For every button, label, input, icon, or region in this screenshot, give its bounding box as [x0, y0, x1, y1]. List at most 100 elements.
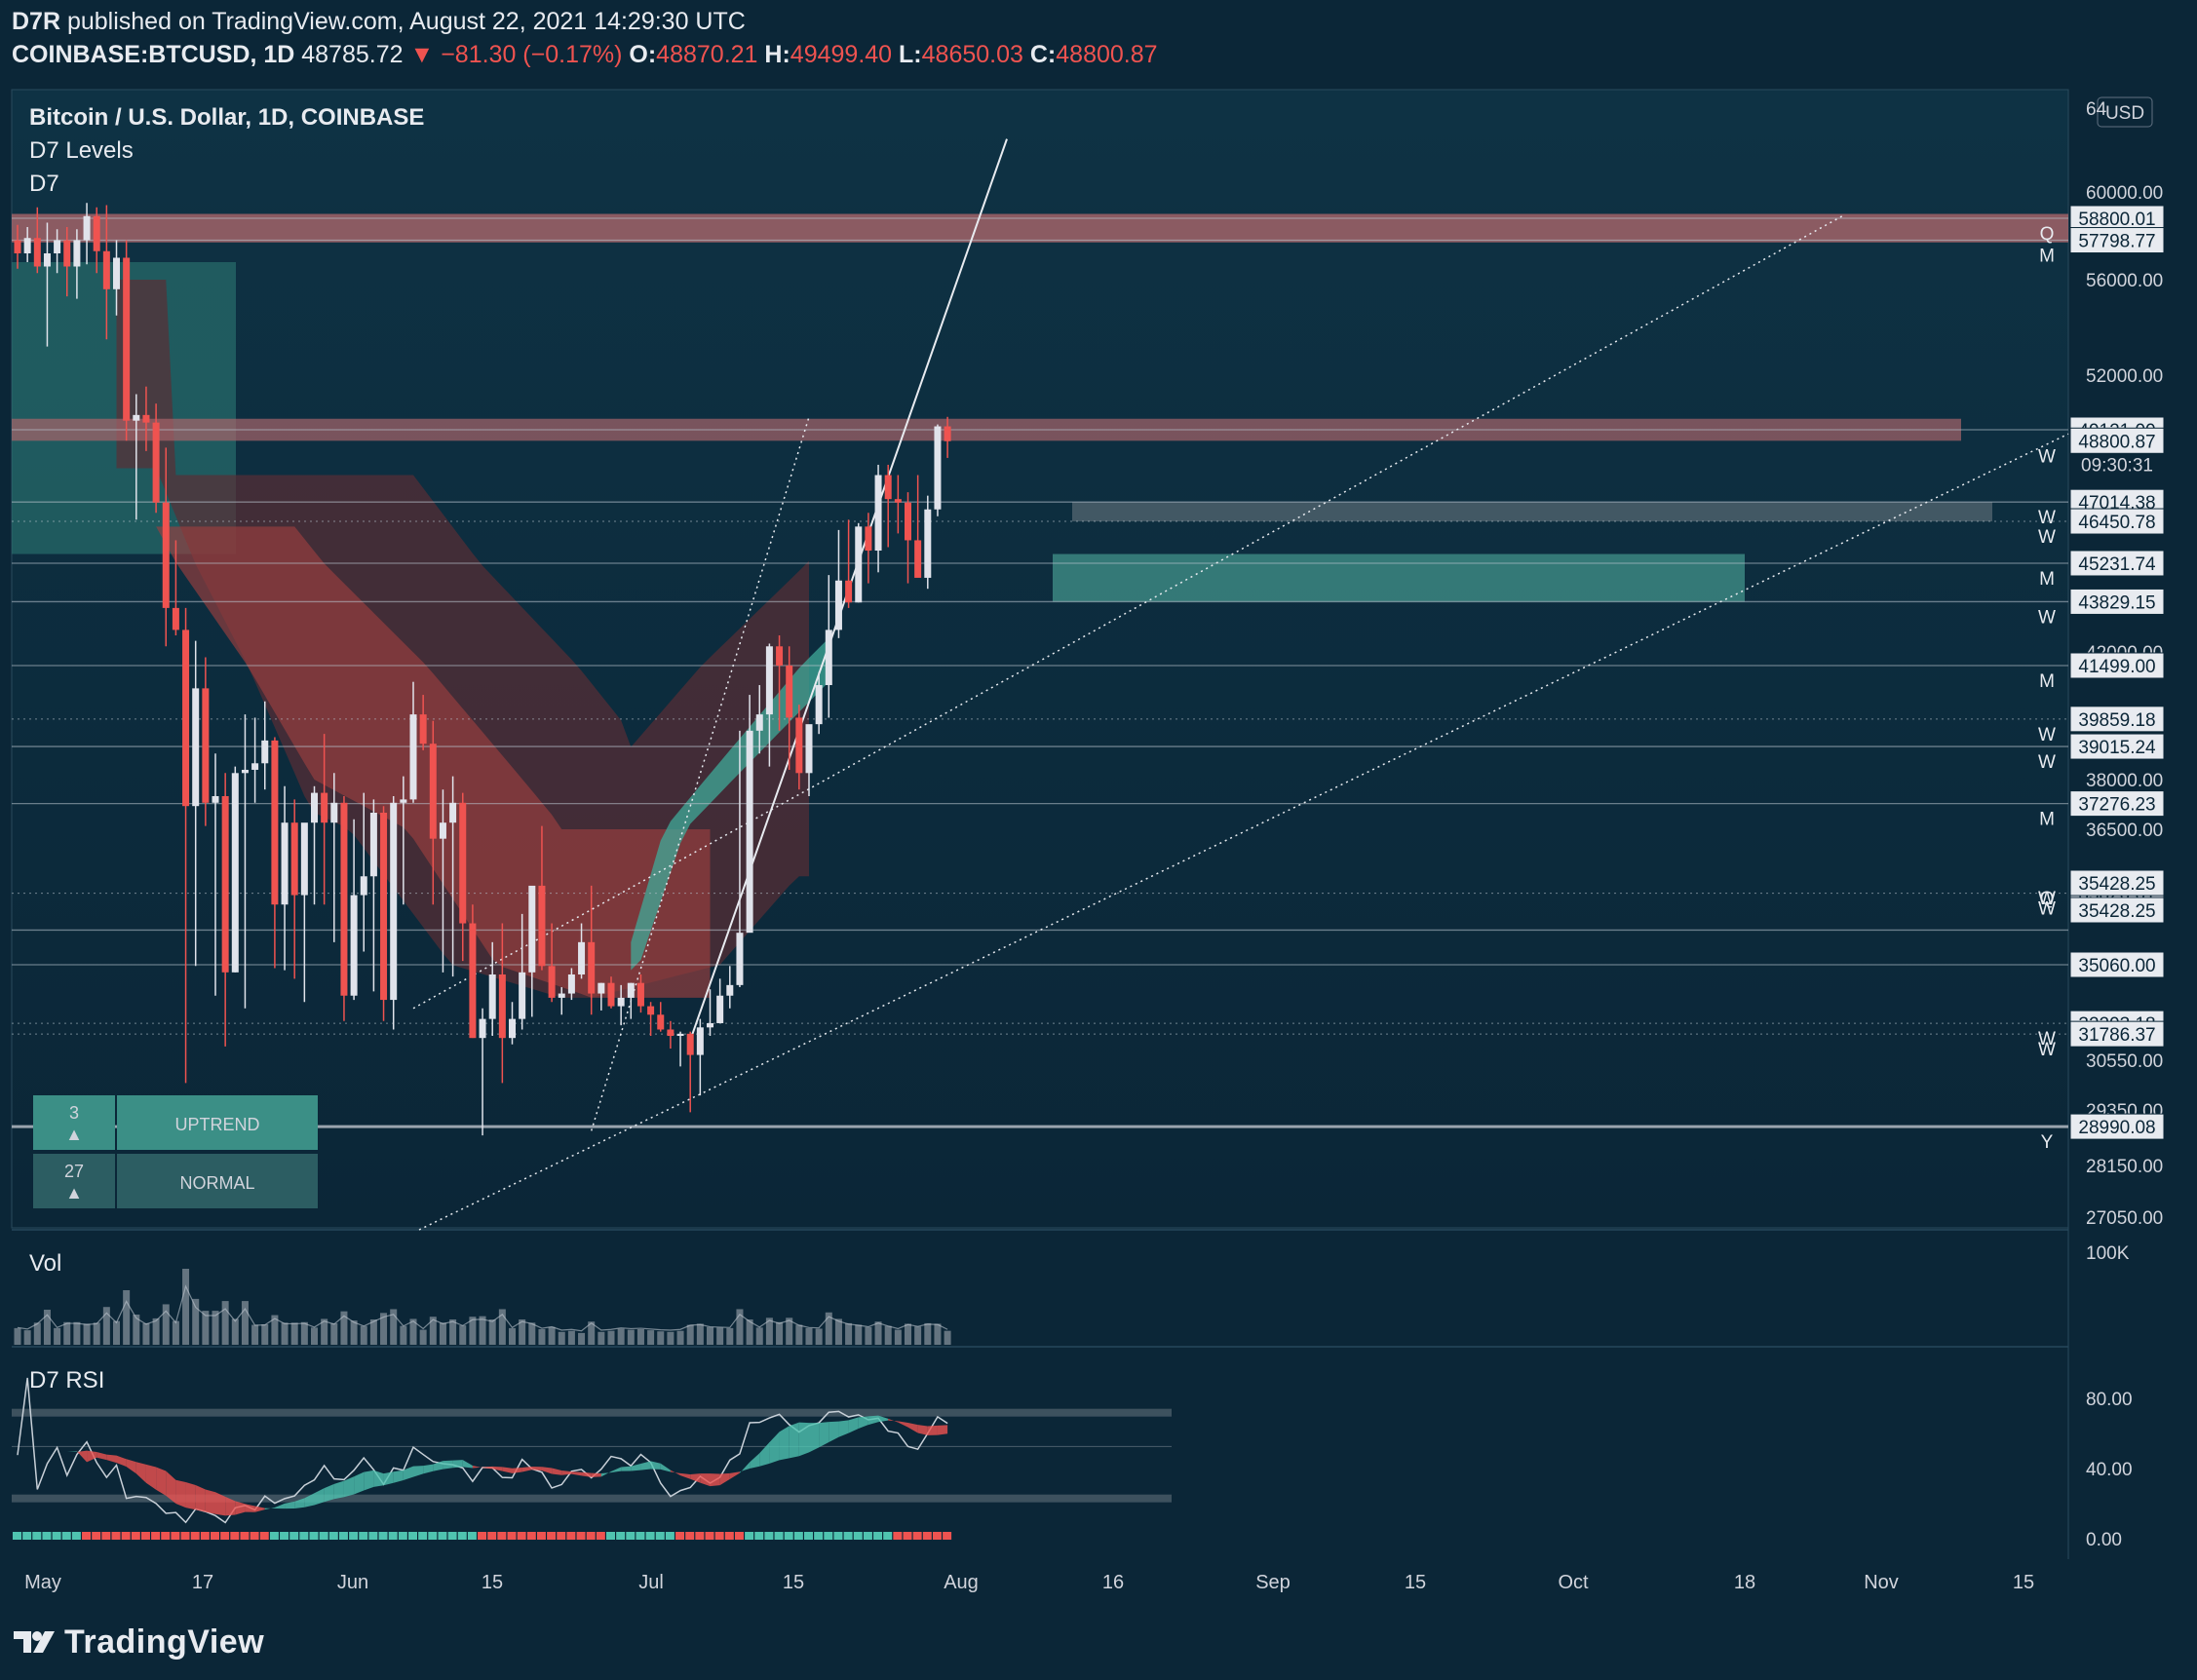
volume-bar [330, 1322, 338, 1345]
candle-body [786, 665, 793, 718]
volume-bar [182, 1269, 190, 1345]
rsi-signal-cell [61, 1532, 71, 1540]
rsi-signal-cell [784, 1532, 793, 1540]
rsi-fill-segment [838, 1420, 849, 1437]
rsi-pane-label[interactable]: D7 RSI [29, 1367, 104, 1394]
rsi-signal-cell [665, 1532, 675, 1540]
price-tag-box [2069, 427, 2165, 454]
indicator-d7-label[interactable]: D7 [29, 171, 59, 197]
level-type-letter: M [2039, 810, 2055, 830]
tradingview-logo-icon[interactable] [12, 1623, 58, 1662]
level-type-letter: W [2038, 725, 2056, 745]
rsi-fill-segment [779, 1426, 790, 1461]
rsi-fill-segment [927, 1425, 938, 1435]
author-name[interactable]: D7R [12, 8, 61, 35]
volume-pane-label[interactable]: Vol [29, 1250, 61, 1277]
rsi-fill-segment [116, 1455, 127, 1468]
rsi-signal-cell [111, 1532, 121, 1540]
volume-axis-max: 100K [2086, 1243, 2130, 1264]
level-type-letter: W [2038, 889, 2056, 909]
volume-bar [221, 1301, 229, 1345]
candle-body [805, 724, 813, 774]
rsi-signal-cell [42, 1532, 52, 1540]
price-axis-tick: 27050.00 [2086, 1208, 2163, 1229]
price-axis-tick: 56000.00 [2086, 271, 2163, 291]
last-price: 48785.72 [301, 41, 404, 68]
volume-bar [914, 1326, 922, 1345]
volume-bar [657, 1331, 665, 1345]
volume-bar [261, 1324, 269, 1345]
price-tag-box [2069, 205, 2165, 232]
rsi-signal-cell [843, 1532, 853, 1540]
candle-body [855, 526, 863, 603]
support-zone-teal [1053, 554, 1745, 602]
rsi-fill-segment [452, 1460, 463, 1469]
rsi-signal-cell [943, 1532, 952, 1540]
rsi-signal-cell [536, 1532, 546, 1540]
d7-level-lines [12, 217, 2068, 1128]
candle-body [182, 630, 190, 807]
volume-bar [311, 1327, 318, 1345]
time-axis-label: 15 [1405, 1572, 1426, 1593]
volume-bar [805, 1327, 813, 1345]
volume-bar [567, 1330, 575, 1345]
rsi-signal-cell [230, 1532, 240, 1540]
rsi-fill-segment [225, 1496, 236, 1516]
volume-bar [93, 1322, 100, 1345]
rsi-signal-cell [596, 1532, 605, 1540]
volume-bar [528, 1322, 536, 1345]
rsi-fill-segment [343, 1476, 355, 1498]
volume-bar [776, 1321, 784, 1345]
rsi-signal-cell [853, 1532, 863, 1540]
volume-series [14, 1269, 951, 1345]
rsi-signal-cell [705, 1532, 714, 1540]
rsi-signal-cell [211, 1532, 219, 1540]
rsi-signal-cell [566, 1532, 576, 1540]
volume-bar [429, 1317, 437, 1345]
tradingview-wordmark[interactable]: TradingView [64, 1623, 265, 1661]
price-tag-box [2069, 897, 2165, 924]
rsi-signal-cell [92, 1532, 101, 1540]
rsi-signal-cell [368, 1532, 378, 1540]
rsi-axis-0: 0.00 [2086, 1530, 2122, 1550]
rsi-signal-cell [903, 1532, 912, 1540]
chart-canvas[interactable]: 60000.0056000.0052000.0042000.0038000.00… [0, 78, 2197, 1618]
volume-bar [172, 1320, 179, 1345]
rsi-signal-cell [259, 1532, 269, 1540]
candle-body [884, 475, 892, 500]
rsi-fill-segment [700, 1473, 711, 1487]
close-label: C: [1029, 41, 1057, 68]
candle-body [102, 250, 110, 289]
volume-bar [726, 1327, 734, 1345]
price-tag-box [2069, 733, 2165, 760]
volume-bar [142, 1322, 150, 1345]
volume-bar [825, 1312, 832, 1345]
chart-title[interactable]: Bitcoin / U.S. Dollar, 1D, COINBASE [29, 104, 424, 131]
price-axis-top-partial: 64 [2086, 99, 2107, 120]
rsi-signal-cell [626, 1532, 636, 1540]
candle-body [865, 526, 872, 552]
candle-body [54, 240, 61, 253]
rsi-fill-segment [898, 1421, 908, 1428]
symbol-label[interactable]: COINBASE:BTCUSD, 1D [12, 41, 295, 68]
volume-ma-line [17, 1284, 948, 1332]
rsi-signal-cell [793, 1532, 803, 1540]
rsi-signal-cell [893, 1532, 903, 1540]
indicator-d7-levels-label[interactable]: D7 Levels [29, 137, 134, 164]
down-arrow-icon: ▼ [409, 41, 435, 68]
price-tag-box [2069, 508, 2165, 535]
rsi-signal-cell [299, 1532, 309, 1540]
rsi-fill-segment [354, 1471, 365, 1495]
rsi-fill-segment [888, 1418, 899, 1423]
volume-bar [558, 1331, 565, 1345]
symbol-ohlc-line: COINBASE:BTCUSD, 1D 48785.72 ▼ −81.30 (−… [12, 41, 1158, 69]
candle-body [192, 688, 200, 807]
rsi-fill-segment [907, 1423, 918, 1433]
candle-body [281, 822, 289, 905]
price-axis-tick: 38000.00 [2086, 771, 2163, 791]
rsi-fill-segment [878, 1415, 889, 1423]
rsi-signal-cell [309, 1532, 319, 1540]
rsi-oversold-band [12, 1494, 1172, 1503]
currency-button[interactable] [2097, 96, 2153, 128]
volume-bar [369, 1319, 377, 1345]
